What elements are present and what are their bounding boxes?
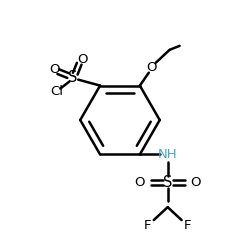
Text: O: O xyxy=(77,53,87,66)
Text: NH: NH xyxy=(157,148,177,161)
Text: Cl: Cl xyxy=(50,85,63,98)
Text: O: O xyxy=(49,63,59,76)
Text: O: O xyxy=(146,61,156,74)
Text: S: S xyxy=(67,70,77,85)
Text: F: F xyxy=(143,218,151,232)
Text: O: O xyxy=(189,176,200,189)
Text: O: O xyxy=(134,176,144,189)
Text: F: F xyxy=(183,218,191,232)
Text: S: S xyxy=(162,175,172,190)
